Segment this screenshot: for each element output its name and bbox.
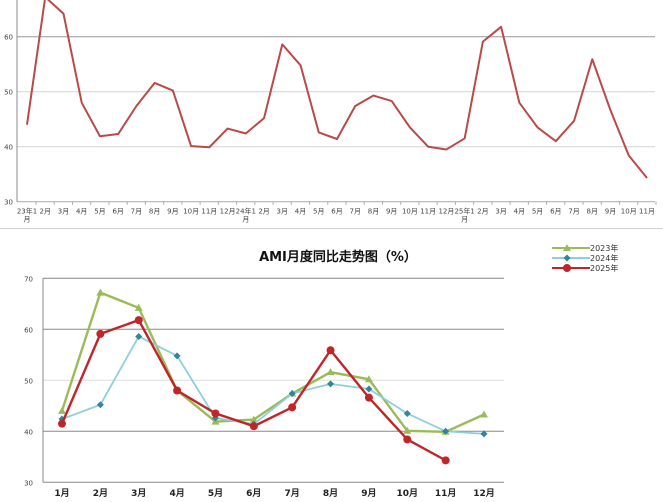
chart-divider [0,228,663,229]
legend-label: 2025年 [590,263,618,273]
x-tick-label: 24年1 月 [236,207,256,224]
x-tick-label: 10月 [183,208,199,216]
x-tick-label: 3月 [495,208,506,216]
x-tick-label: 2月 [93,488,108,499]
x-tick-label: 9月 [361,488,376,499]
x-tick-label: 2月 [258,208,269,216]
x-tick-label: 4月 [76,208,87,216]
triangle-marker [364,375,373,383]
triangle-marker [563,244,571,251]
x-tick-label: 4月 [295,208,306,216]
circle-marker [364,393,373,402]
x-tick-label: 11月 [201,208,217,216]
triangle-marker [326,368,335,376]
x-tick-label: 12月 [220,208,236,216]
x-tick-label: 10月 [397,488,419,499]
y-tick-label: 60 [24,326,33,334]
y-tick-label: 40 [24,428,33,436]
x-tick-label: 8月 [587,208,598,216]
x-tick-label: 10月 [402,208,418,216]
circle-marker [249,422,258,431]
y-tick-label: 50 [4,89,13,97]
circle-marker [96,329,105,338]
x-tick-label: 7月 [131,208,142,216]
legend-label: 2023年 [590,243,618,253]
legend-label: 2024年 [590,253,618,263]
circle-marker [403,435,412,444]
y-tick-label: 40 [4,144,13,152]
y-tick-label: 50 [24,377,33,385]
y-tick-label: 70 [24,275,33,283]
triangle-marker [96,288,105,296]
x-tick-label: 25年1 月 [454,207,474,224]
y-tick-label: 60 [4,34,13,42]
x-tick-label: 3月 [131,488,146,499]
x-tick-label: 6月 [331,208,342,216]
x-tick-label: 5月 [532,208,543,216]
diamond-marker [173,352,181,360]
x-tick-label: 12月 [438,208,454,216]
circle-marker [58,419,66,428]
diamond-marker [96,401,104,409]
diamond-marker [480,430,488,438]
x-tick-label: 9月 [167,208,178,216]
x-tick-label: 6月 [246,488,261,499]
x-tick-label: 11月 [639,208,655,216]
triangle-marker [134,303,143,311]
diamond-marker [403,409,411,417]
triangle-marker [403,426,412,434]
x-tick-label: 8月 [323,488,338,499]
x-tick-label: 5月 [313,208,324,216]
x-tick-label: 6月 [550,208,561,216]
triangle-marker [249,415,258,423]
series-line-2024年 [61,335,485,435]
y-tick-label: 30 [24,479,33,487]
circle-marker [173,386,182,395]
x-tick-label: 5月 [208,488,223,499]
x-tick-label: 10月 [621,208,637,216]
x-tick-label: 7月 [568,208,579,216]
circle-marker [211,409,220,418]
x-tick-label: 9月 [386,208,397,216]
series-line-2025年 [60,318,447,462]
x-tick-label: 23年1 月 [17,207,37,224]
circle-marker [288,403,297,412]
circle-marker [134,316,143,325]
x-tick-label: 3月 [58,208,69,216]
circle-marker [326,346,335,355]
x-tick-label: 4月 [514,208,525,216]
x-tick-label: 5月 [94,208,105,216]
x-tick-label: 7月 [285,488,300,499]
circle-marker [563,264,571,272]
triangle-marker [58,406,66,414]
x-tick-label: 6月 [112,208,123,216]
chart-title: AMI月度同比走势图（%） [259,249,417,265]
x-tick-label: 8月 [368,208,379,216]
diamond-marker [135,332,143,340]
x-tick-label: 7月 [350,208,361,216]
x-tick-label: 2月 [477,208,488,216]
x-tick-label: 12月 [473,488,495,499]
diamond-marker [327,380,335,388]
diamond-marker [442,427,450,435]
diamond-marker [563,254,571,262]
series-line-2023年 [60,290,485,434]
x-tick-label: 11月 [435,488,457,499]
x-tick-label: 9月 [605,208,616,216]
circle-marker [441,456,450,465]
x-tick-label: 4月 [169,488,184,499]
x-tick-label: 1月 [54,488,69,499]
y-tick-label: 30 [4,199,13,207]
x-tick-label: 3月 [277,208,288,216]
triangle-marker [480,410,488,418]
diamond-marker [365,385,373,393]
x-tick-label: 8月 [149,208,160,216]
x-tick-label: 2月 [40,208,51,216]
x-tick-label: 11月 [420,208,436,216]
diamond-marker [288,390,296,398]
